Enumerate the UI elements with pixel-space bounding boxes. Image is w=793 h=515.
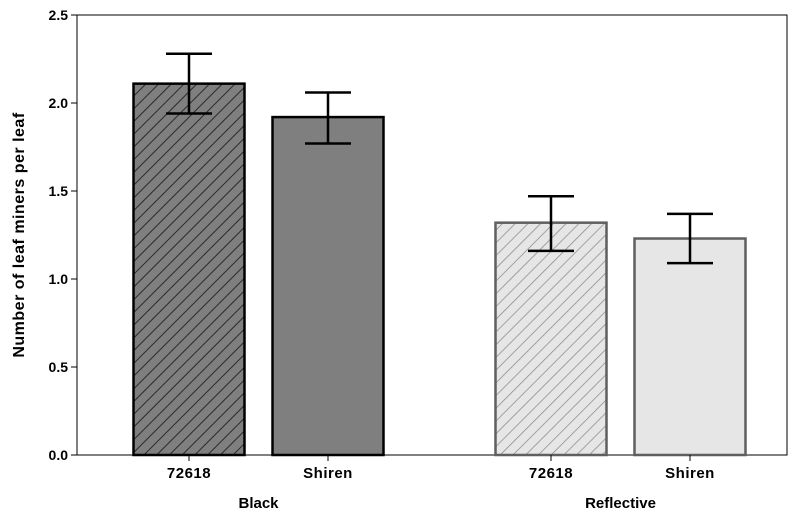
bar-reflective-72618 xyxy=(494,221,608,457)
category-label: 72618 xyxy=(167,465,211,482)
bar-black-shiren xyxy=(271,115,385,457)
group-label: Reflective xyxy=(585,495,656,512)
y-tick-label: 0.5 xyxy=(49,359,69,375)
category-label: Shiren xyxy=(665,465,715,482)
y-tick-label: 1.0 xyxy=(49,271,69,287)
category-label: 72618 xyxy=(529,465,573,482)
group-label: Black xyxy=(238,495,279,512)
y-tick-label: 1.5 xyxy=(49,183,69,199)
y-axis-title: Number of leaf miners per leaf xyxy=(11,112,28,357)
x-axis: 72618 Shiren Black 72618 Shiren Reflective xyxy=(167,455,715,512)
y-tick-label: 0.0 xyxy=(49,447,69,463)
y-tick-label: 2.0 xyxy=(49,95,69,111)
bar-reflective-shiren xyxy=(633,237,747,457)
y-tick-label: 2.5 xyxy=(49,7,69,23)
y-axis: 0.0 0.5 1.0 1.5 2.0 2.5 xyxy=(49,7,77,463)
plot-frame xyxy=(76,14,788,456)
bar-black-72618 xyxy=(132,82,246,457)
bars xyxy=(132,82,747,457)
category-label: Shiren xyxy=(303,465,353,482)
error-bars xyxy=(166,52,713,265)
